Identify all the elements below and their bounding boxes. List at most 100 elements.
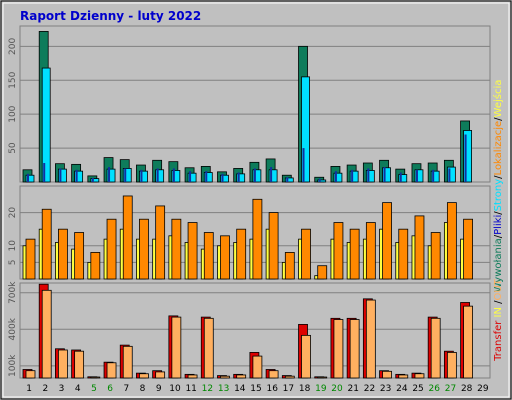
- bar-hits-strony: [382, 167, 391, 183]
- bar-transfer-transfer-out: [284, 375, 295, 379]
- y-tick-label-transfer: 400k: [8, 317, 18, 340]
- bar-hits-pliki: [464, 134, 467, 182]
- bar-hits-strony: [463, 130, 472, 183]
- bar-visits-lokalizacje: [203, 232, 214, 280]
- side-label-part: Lokalizacje: [493, 121, 504, 176]
- bar-hits-pliki: [124, 168, 127, 182]
- x-tick-label: 24: [396, 384, 408, 394]
- bar-transfer-transfer-out: [139, 373, 149, 379]
- x-tick-label: 21: [348, 384, 359, 394]
- bar-hits-pliki: [108, 167, 111, 182]
- bar-visits-lokalizacje: [268, 212, 279, 280]
- bar-transfer-transfer-out: [25, 370, 36, 379]
- bar-visits-lokalizacje: [284, 252, 295, 280]
- bar-hits-pliki: [270, 167, 273, 182]
- bar-transfer-transfer-out: [155, 371, 166, 379]
- bar-transfer-transfer-out: [122, 345, 133, 379]
- bar-transfer-transfer-out: [203, 317, 214, 379]
- bar-visits-lokalizacje: [74, 232, 85, 280]
- bar-transfer-transfer-out: [187, 374, 198, 379]
- bar-visits-lokalizacje: [252, 198, 263, 280]
- bar-hits-pliki: [415, 169, 418, 182]
- bar-transfer-transfer-out: [74, 350, 85, 379]
- bar-transfer-transfer-out: [430, 317, 441, 379]
- bar-hits-strony: [155, 169, 165, 183]
- bar-hits-pliki: [334, 171, 337, 182]
- chart-title: Raport Dzienny - luty 2022: [20, 9, 201, 23]
- bar-visits-lokalizacje: [365, 222, 376, 280]
- x-tick-label: 10: [169, 384, 181, 394]
- bar-visits-lokalizacje: [187, 222, 198, 280]
- x-tick-label: 20: [331, 384, 343, 394]
- bar-hits-pliki: [237, 172, 240, 182]
- side-label-part: IN: [493, 304, 504, 321]
- side-label-part: /: [493, 211, 504, 215]
- x-tick-label: 11: [185, 384, 196, 394]
- side-label-part: Strony: [493, 179, 504, 212]
- bar-visits-lokalizacje: [430, 232, 441, 280]
- y-tick-label-hits: 50: [8, 142, 18, 154]
- bar-hits-strony: [349, 170, 359, 183]
- bar-hits-strony: [122, 168, 132, 183]
- x-tick-label: 23: [380, 384, 391, 394]
- bar-visits-lokalizacje: [236, 228, 247, 280]
- bar-hits-pliki: [432, 169, 435, 182]
- side-label-part: /: [493, 234, 504, 238]
- bar-visits-lokalizacje: [333, 222, 344, 280]
- y-tick-label-hits: 200: [8, 37, 18, 54]
- bar-hits-pliki: [205, 171, 208, 182]
- bar-hits-pliki: [351, 169, 354, 182]
- bar-visits-lokalizacje: [382, 202, 392, 280]
- bar-hits-strony: [203, 172, 213, 183]
- bar-transfer-transfer-out: [398, 374, 409, 379]
- x-tick-label: 4: [75, 384, 81, 394]
- bar-hits-strony: [414, 169, 424, 183]
- x-tick-label: 8: [140, 384, 146, 394]
- y-tick-label-visits: 10: [8, 240, 18, 252]
- x-tick-label: 17: [283, 384, 294, 394]
- bar-hits-pliki: [302, 148, 305, 182]
- bar-hits-pliki: [448, 168, 451, 182]
- side-label-part: Transfer: [493, 320, 504, 362]
- x-tick-label: 1: [26, 384, 32, 394]
- y-tick-label-visits: 5: [8, 260, 18, 266]
- side-label-part: /: [493, 300, 504, 304]
- x-tick-label: 19: [315, 384, 327, 394]
- bar-transfer-transfer-out: [333, 319, 344, 379]
- x-tick-label: 9: [156, 384, 162, 394]
- bar-hits-pliki: [156, 168, 159, 182]
- x-tick-label: 29: [477, 384, 489, 394]
- bar-hits-pliki: [286, 177, 289, 182]
- side-label-part: Wejścia: [492, 80, 504, 118]
- side-label-part: Wywołania: [493, 238, 504, 292]
- bar-hits-pliki: [172, 168, 175, 182]
- bar-hits-pliki: [221, 173, 224, 182]
- bar-visits-lokalizacje: [41, 208, 52, 280]
- bar-transfer-transfer-out: [106, 362, 117, 379]
- y-tick-label-hits: 150: [8, 71, 18, 88]
- bar-hits-strony: [301, 76, 310, 183]
- bar-hits-strony: [284, 177, 294, 183]
- bar-hits-pliki: [383, 167, 386, 182]
- bar-transfer-transfer-out: [365, 299, 376, 379]
- plot-area-hits: [19, 25, 491, 183]
- side-label-bottom: Transfer IN /OUT: [493, 278, 504, 362]
- bar-hits-strony: [58, 168, 67, 183]
- bar-hits-pliki: [91, 177, 94, 182]
- bar-hits-strony: [268, 169, 278, 183]
- bar-visits-lokalizacje: [446, 202, 457, 280]
- x-tick-label: 26: [429, 384, 441, 394]
- side-label-part: /: [493, 117, 504, 121]
- bar-visits-lokalizacje: [301, 228, 311, 280]
- x-tick-label: 12: [202, 384, 213, 394]
- bar-transfer-transfer-out: [463, 305, 473, 379]
- y-tick-label-visits: 20: [8, 207, 18, 219]
- bar-visits-lokalizacje: [317, 265, 328, 280]
- bar-visits-lokalizacje: [139, 218, 149, 280]
- x-tick-label: 18: [299, 384, 311, 394]
- bar-visits-lokalizacje: [122, 195, 133, 280]
- bar-visits-lokalizacje: [171, 218, 182, 280]
